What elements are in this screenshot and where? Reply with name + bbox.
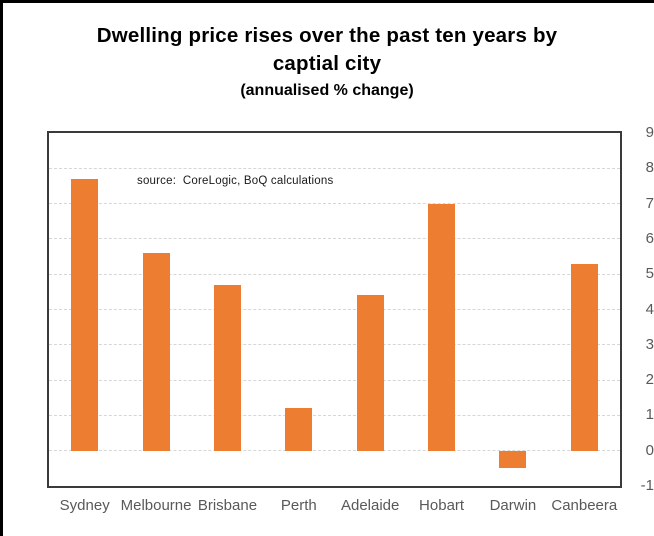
y-tick-label-1: 1 bbox=[645, 406, 654, 424]
gridline-2 bbox=[49, 379, 620, 381]
source-note: source: CoreLogic, BoQ calculations bbox=[137, 175, 334, 187]
y-tick-label-0: 0 bbox=[645, 441, 654, 459]
gridline-4 bbox=[49, 309, 620, 310]
bar-perth bbox=[285, 408, 313, 451]
bar-canbeera bbox=[570, 263, 598, 451]
bar-darwin bbox=[499, 450, 527, 469]
screenshot-border-left bbox=[0, 0, 3, 536]
gridline-6 bbox=[49, 238, 620, 240]
y-tick-label-4: 4 bbox=[645, 300, 654, 318]
bar-hobart bbox=[428, 203, 456, 451]
chart-title-line1: Dwelling price rises over the past ten y… bbox=[96, 24, 558, 47]
y-tick-label--1: -1 bbox=[640, 477, 654, 494]
gridline-3 bbox=[49, 344, 620, 346]
y-tick-label-9: 9 bbox=[645, 124, 654, 141]
y-tick-label-5: 5 bbox=[645, 265, 654, 283]
y-tick-label-3: 3 bbox=[645, 335, 654, 353]
y-tick-label-2: 2 bbox=[645, 371, 654, 389]
y-tick-label-6: 6 bbox=[645, 229, 654, 247]
x-tick-label-perth: Perth bbox=[280, 497, 317, 514]
gridline-7 bbox=[49, 203, 620, 205]
x-tick-label-darwin: Darwin bbox=[489, 497, 537, 514]
x-tick-label-canbeera: Canbeera bbox=[551, 497, 618, 514]
chart-subtitle: (annualised % change) bbox=[240, 82, 414, 99]
x-tick-label-brisbane: Brisbane bbox=[197, 497, 258, 514]
x-tick-label-hobart: Hobart bbox=[419, 497, 465, 514]
gridline-5 bbox=[49, 273, 620, 275]
bar-sydney bbox=[71, 178, 99, 451]
x-tick-label-adelaide: Adelaide bbox=[340, 497, 400, 514]
chart-title-line2: captial city bbox=[272, 52, 382, 75]
y-tick-label-8: 8 bbox=[645, 159, 654, 177]
x-tick-label-melbourne: Melbourne bbox=[120, 497, 192, 514]
gridline-0 bbox=[49, 450, 620, 452]
gridline-1 bbox=[49, 414, 620, 416]
x-tick-label-sydney: Sydney bbox=[59, 497, 110, 514]
gridline-8 bbox=[49, 167, 620, 169]
bar-adelaide bbox=[356, 295, 384, 451]
screenshot-border-top bbox=[0, 0, 654, 3]
bar-brisbane bbox=[213, 284, 241, 451]
y-tick-label-7: 7 bbox=[645, 194, 654, 212]
bar-melbourne bbox=[142, 253, 170, 451]
plot-area: source: CoreLogic, BoQ calculations bbox=[47, 131, 622, 488]
chart-title-block: Dwelling price rises over the past ten y… bbox=[0, 22, 654, 101]
